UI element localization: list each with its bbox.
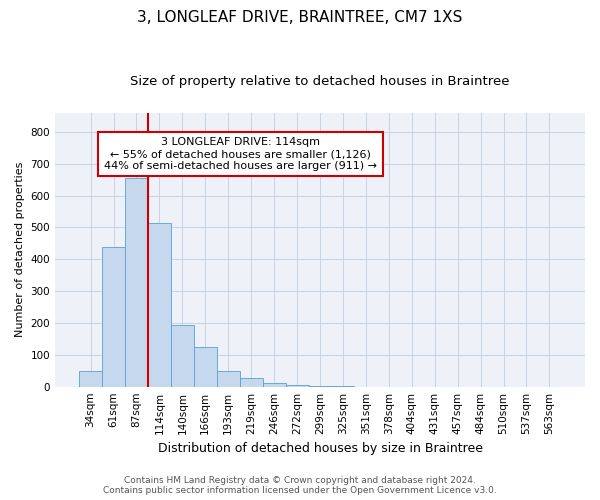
X-axis label: Distribution of detached houses by size in Braintree: Distribution of detached houses by size … bbox=[158, 442, 482, 455]
Bar bbox=[194, 347, 217, 387]
Y-axis label: Number of detached properties: Number of detached properties bbox=[15, 162, 25, 338]
Bar bbox=[79, 371, 102, 386]
Bar bbox=[263, 384, 286, 386]
Bar bbox=[148, 222, 171, 386]
Title: Size of property relative to detached houses in Braintree: Size of property relative to detached ho… bbox=[130, 75, 510, 88]
Text: Contains HM Land Registry data © Crown copyright and database right 2024.
Contai: Contains HM Land Registry data © Crown c… bbox=[103, 476, 497, 495]
Bar bbox=[102, 246, 125, 386]
Bar bbox=[125, 178, 148, 386]
Bar bbox=[217, 371, 240, 386]
Bar bbox=[171, 324, 194, 386]
Text: 3, LONGLEAF DRIVE, BRAINTREE, CM7 1XS: 3, LONGLEAF DRIVE, BRAINTREE, CM7 1XS bbox=[137, 10, 463, 25]
Bar bbox=[240, 378, 263, 386]
Text: 3 LONGLEAF DRIVE: 114sqm
← 55% of detached houses are smaller (1,126)
44% of sem: 3 LONGLEAF DRIVE: 114sqm ← 55% of detach… bbox=[104, 138, 377, 170]
